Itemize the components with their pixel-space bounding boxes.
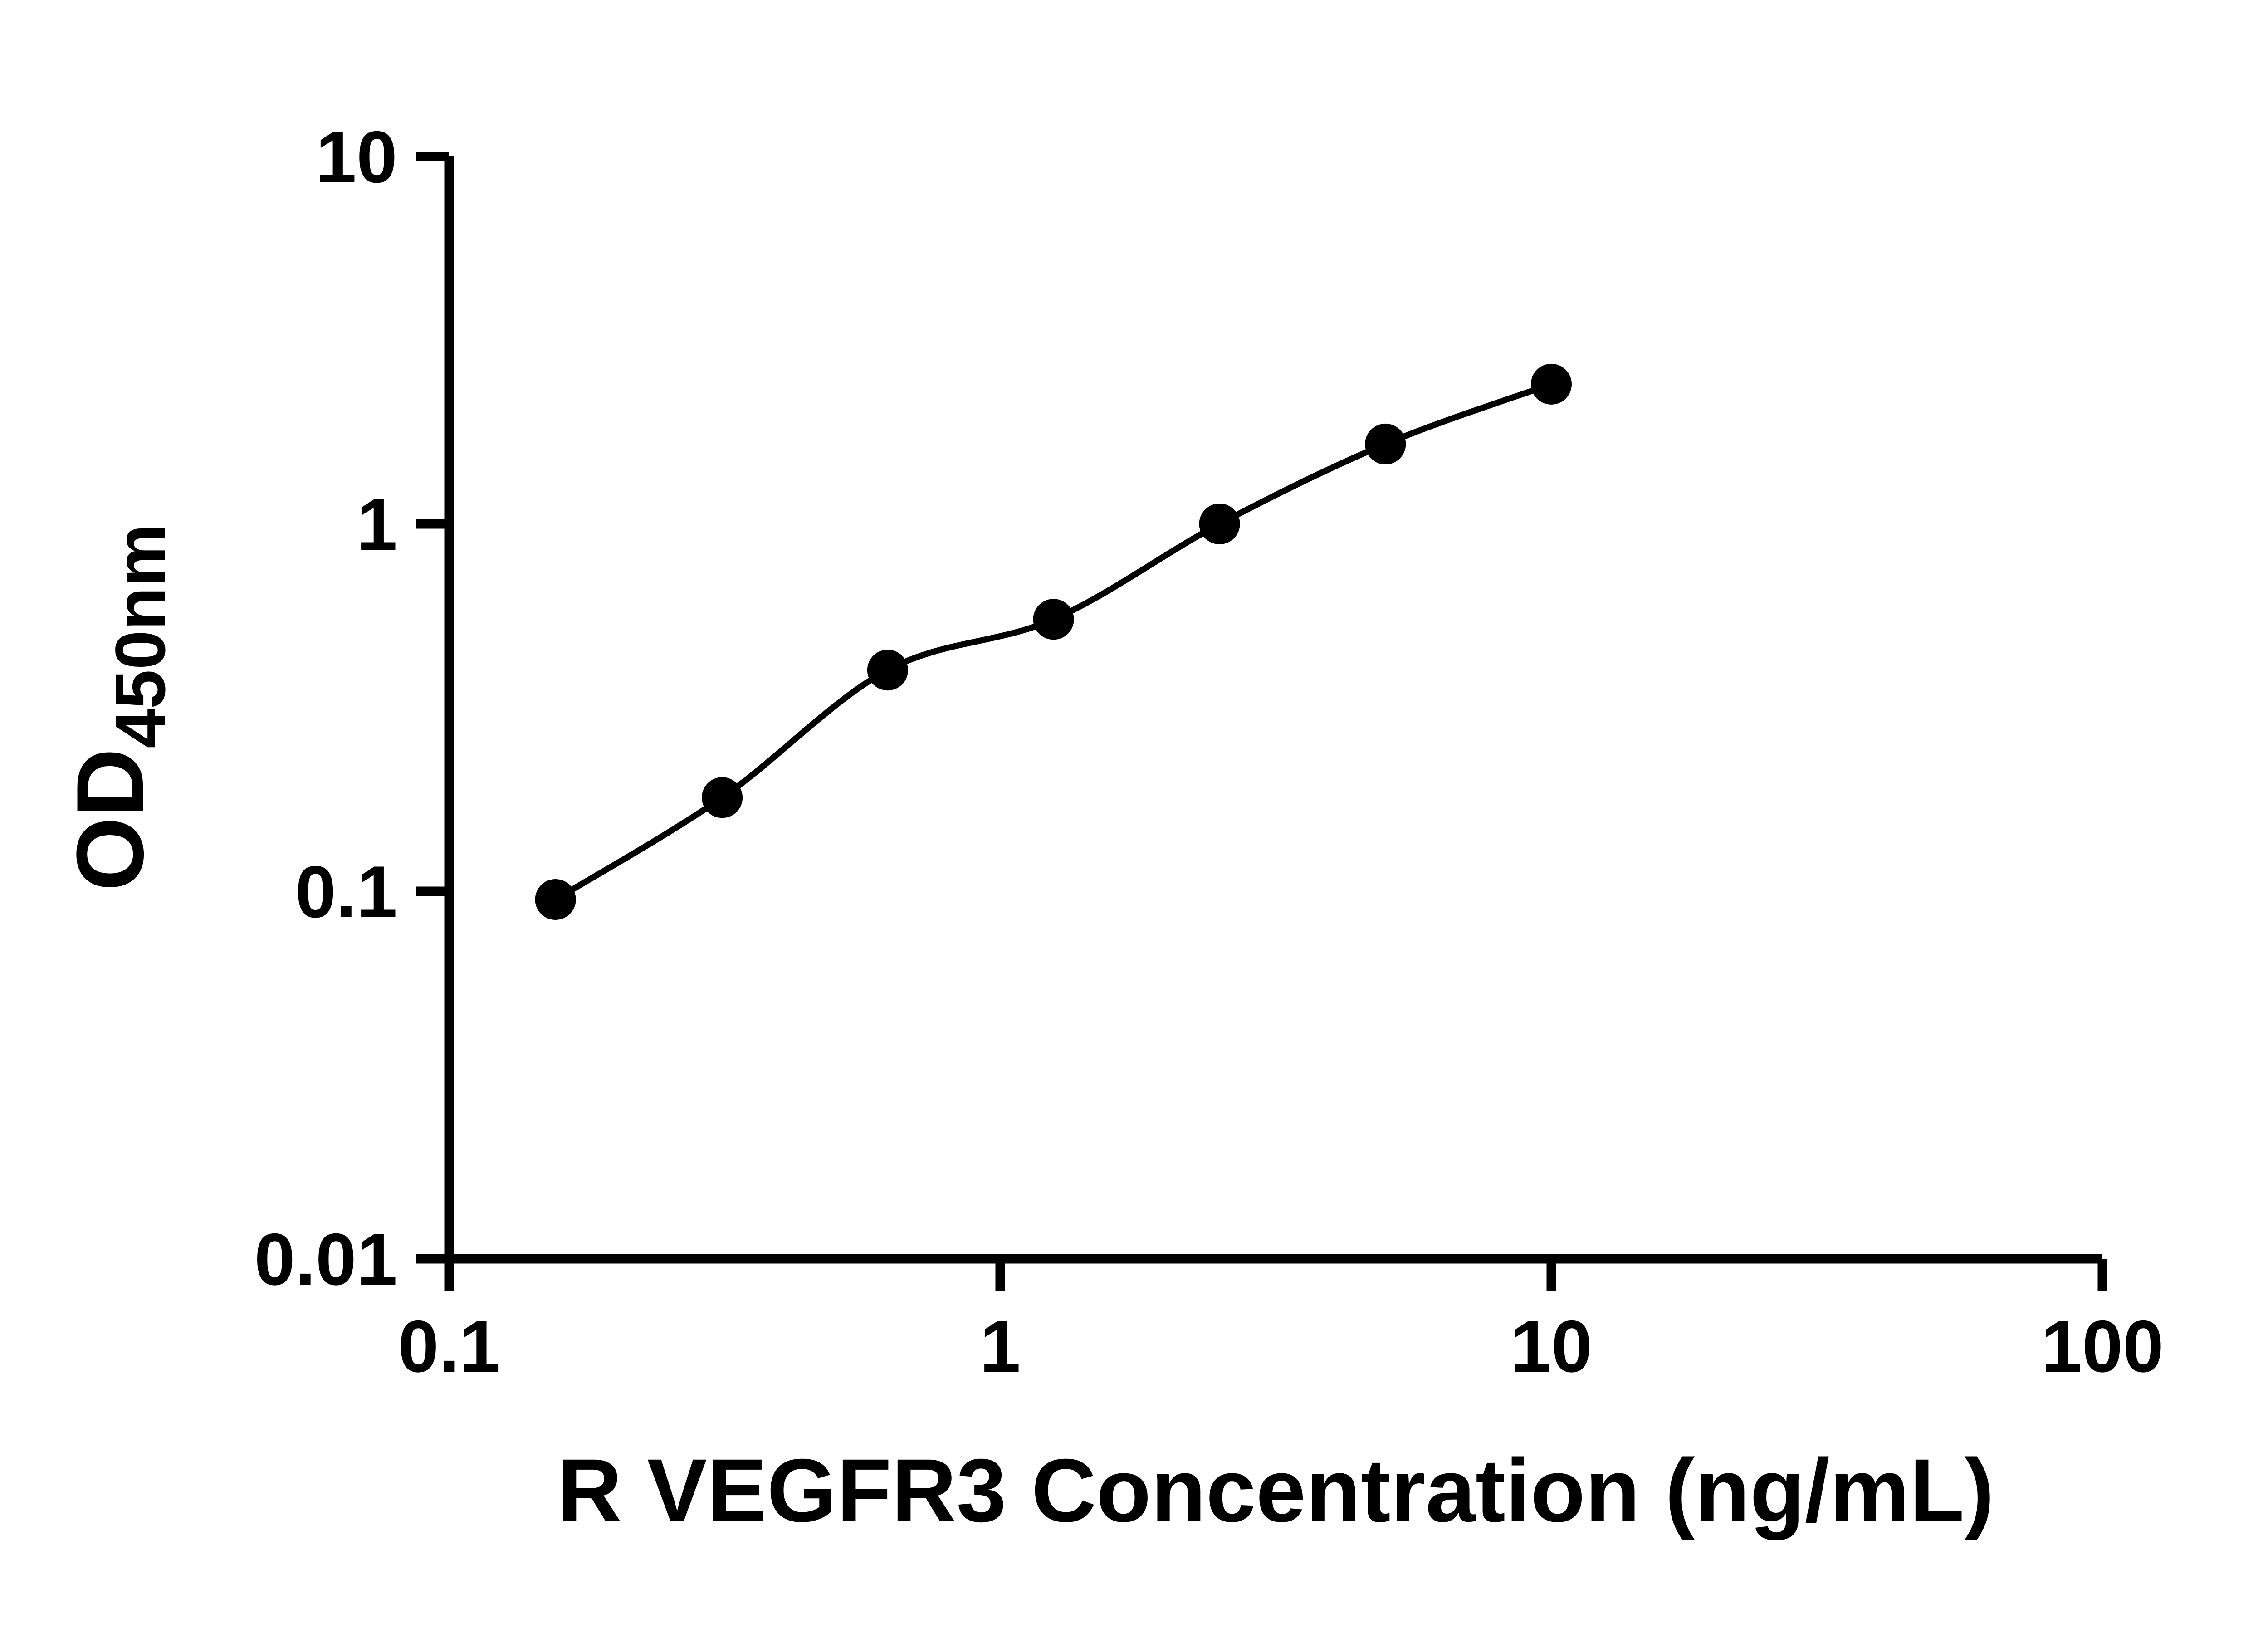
data-series xyxy=(535,363,1572,920)
y-axis-title: OD450nm xyxy=(57,524,180,891)
data-point-marker xyxy=(702,777,743,818)
y-axis-title-subscript: 450nm xyxy=(101,524,180,748)
axis-spine xyxy=(444,156,2102,1264)
y-axis-tick-label: 1 xyxy=(357,484,397,566)
y-axis-tick-label: 0.01 xyxy=(254,1218,397,1301)
x-axis-title: R VEGFR3 Concentration (ng/mL) xyxy=(557,1440,1994,1540)
data-point-marker xyxy=(1199,504,1240,544)
x-axis-tick-label: 100 xyxy=(2041,1305,2164,1388)
data-point-marker xyxy=(1033,599,1074,640)
x-axis-tick-label: 1 xyxy=(980,1305,1021,1388)
data-point-marker xyxy=(867,650,908,691)
x-axis-tick-label: 10 xyxy=(1510,1305,1592,1388)
y-axis-tick-label: 10 xyxy=(316,116,397,198)
y-axis-title-main: OD xyxy=(57,748,163,891)
data-point-marker xyxy=(1531,363,1572,405)
y-axis-tick-label: 0.1 xyxy=(295,851,397,933)
x-axis-tick-label: 0.1 xyxy=(398,1305,500,1388)
data-point-marker xyxy=(1365,423,1406,464)
data-point-marker xyxy=(535,879,576,920)
fit-curve xyxy=(554,381,1553,902)
